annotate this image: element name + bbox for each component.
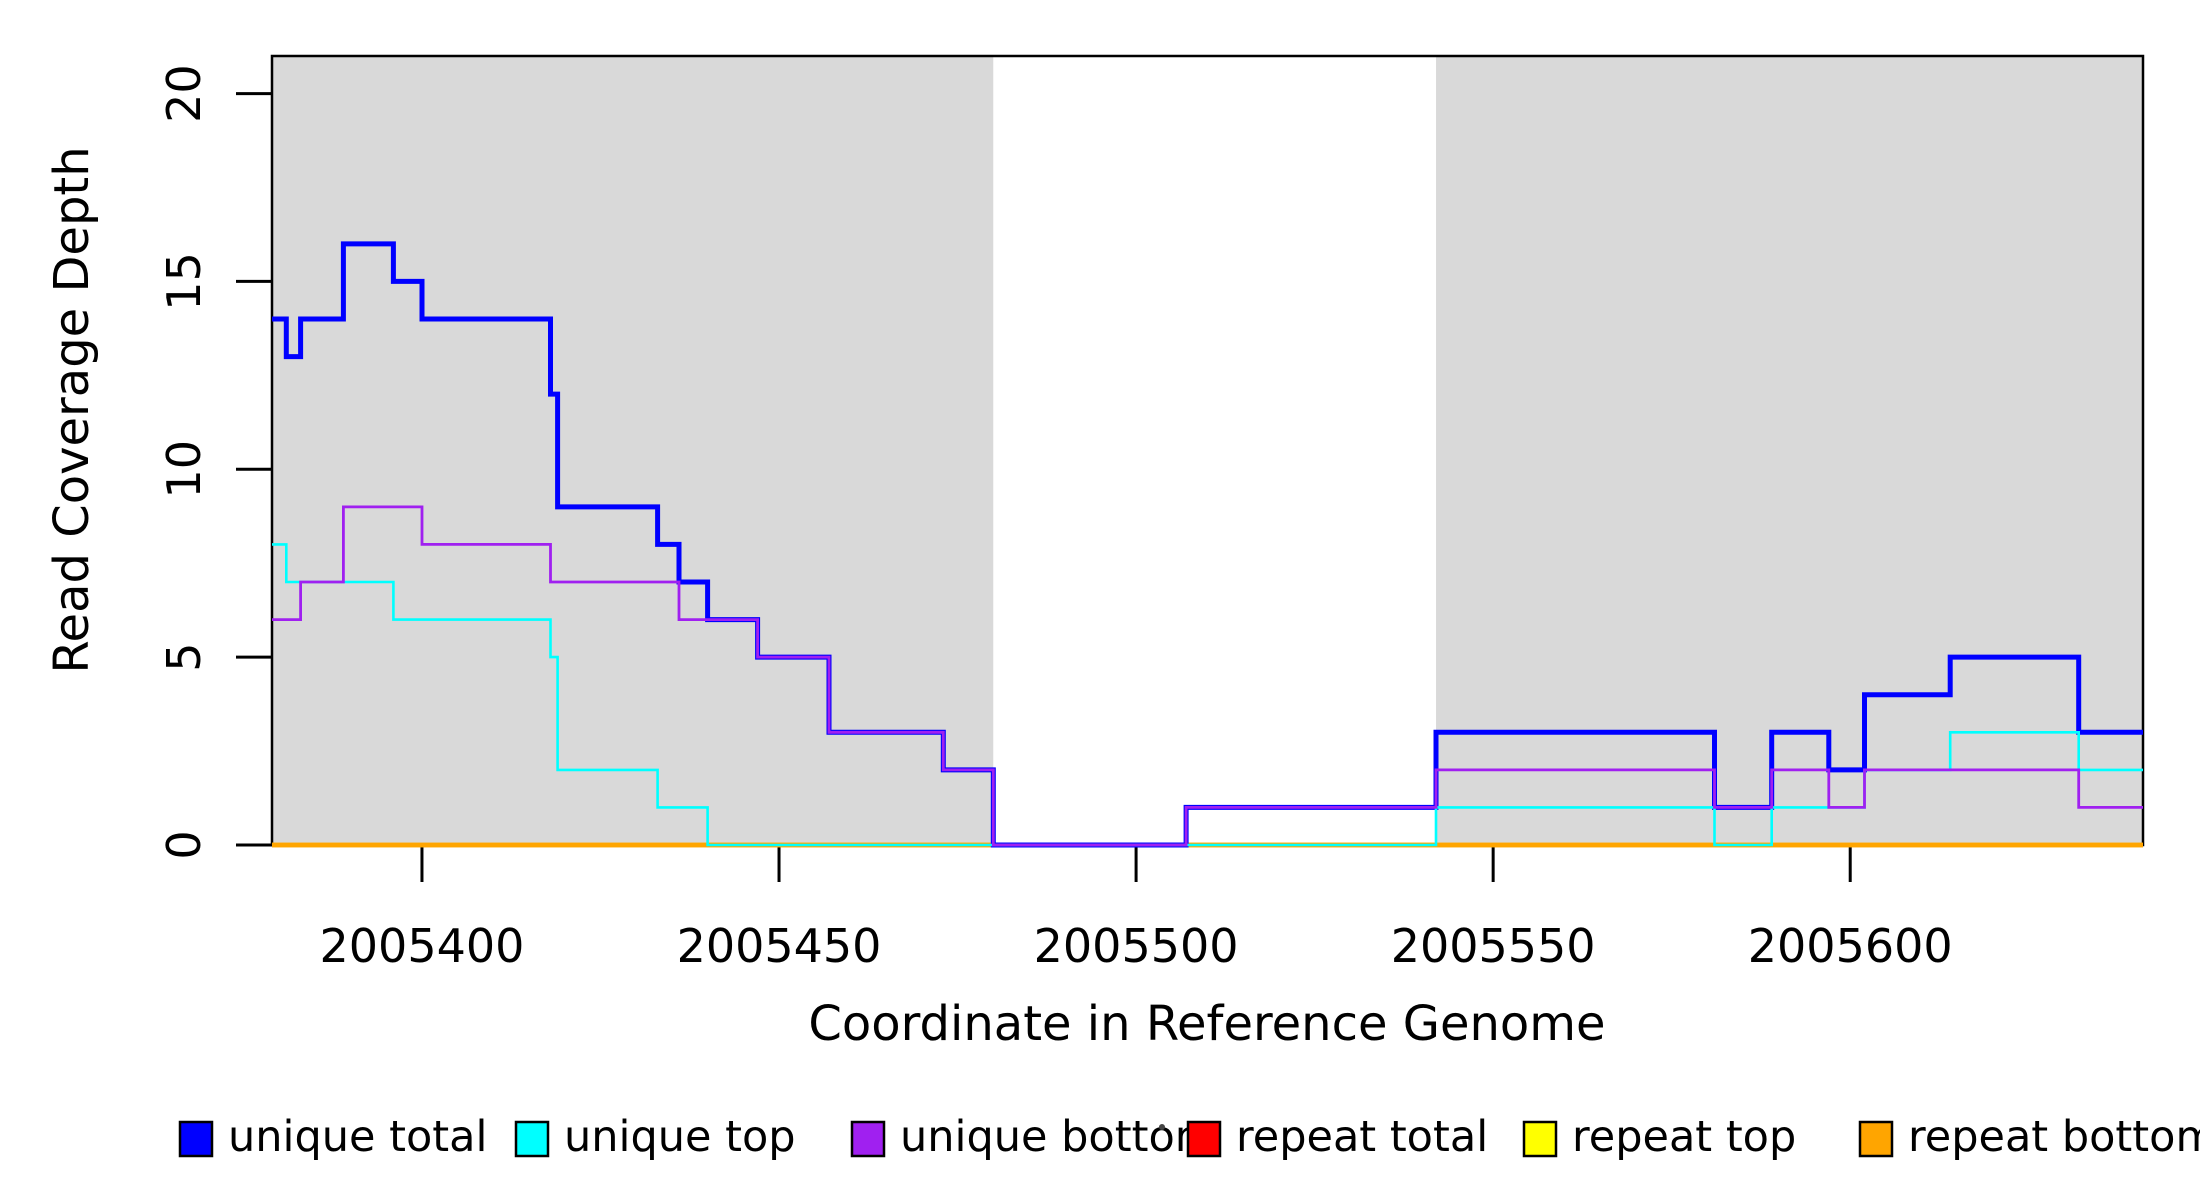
legend-swatch-repeat-top xyxy=(1522,1120,1558,1158)
y-tick-label: 15 xyxy=(157,252,211,311)
gray-shaded-region xyxy=(1436,56,2143,845)
legend-swatch-unique-top xyxy=(514,1120,550,1158)
x-axis-title: Coordinate in Reference Genome xyxy=(808,996,1605,1052)
legend-label-unique-total: unique total xyxy=(228,1112,487,1162)
x-tick-label: 2005550 xyxy=(1391,919,1596,973)
y-tick-label: 0 xyxy=(157,830,211,859)
y-tick-label: 20 xyxy=(157,64,211,123)
y-tick-label: 5 xyxy=(157,643,211,672)
x-tick-label: 2005600 xyxy=(1748,919,1953,973)
legend-swatch-unique-total xyxy=(178,1120,214,1158)
legend-label-repeat-bottom: repeat bottom xyxy=(1908,1112,2200,1162)
x-tick-label: 2005500 xyxy=(1034,919,1239,973)
legend-swatch-repeat-bottom xyxy=(1858,1120,1894,1158)
legend-label-unique-top: unique top xyxy=(564,1112,796,1162)
y-axis-title: Read Coverage Depth xyxy=(44,146,100,673)
legend-label-repeat-total: repeat total xyxy=(1236,1112,1488,1162)
x-tick-label: 2005450 xyxy=(677,919,882,973)
legend-separator-dot xyxy=(1159,1124,1165,1130)
series-line-unique-bottom xyxy=(272,505,2143,847)
legend-swatch-unique-bottom xyxy=(850,1120,886,1158)
x-tick-label: 2005400 xyxy=(320,919,525,973)
gray-shaded-region xyxy=(272,56,994,845)
legend-label-unique-bottom: unique bottom xyxy=(900,1112,1217,1162)
y-tick-label: 10 xyxy=(157,440,211,499)
legend-swatch-repeat-total xyxy=(1186,1120,1222,1158)
plot-dynamic-layer: 2005400 2005450 2005500 2005550 2005600 0 5 10 1… xyxy=(157,54,2200,1162)
legend-label-repeat-top: repeat top xyxy=(1572,1112,1796,1162)
